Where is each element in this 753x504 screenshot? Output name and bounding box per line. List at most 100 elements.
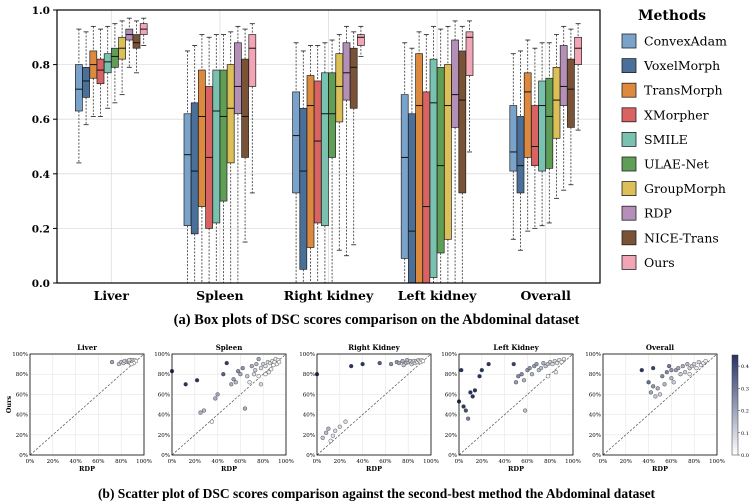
box-convexadam bbox=[75, 64, 83, 112]
x-tick-label: 60% bbox=[234, 459, 246, 465]
scatter-point bbox=[685, 362, 690, 367]
scatter-point bbox=[198, 410, 203, 415]
x-tick-label: 0% bbox=[26, 459, 35, 465]
panel-title: Right Kidney bbox=[348, 343, 400, 352]
legend-swatch bbox=[621, 107, 637, 123]
box-rdp bbox=[234, 42, 242, 115]
scatter-point bbox=[183, 382, 188, 387]
caption-b: (b) Scatter plot of DSC scores compariso… bbox=[97, 486, 656, 501]
scatter-panel: 0%0% 20% 20% 40% 40% 60% 60% 80% 80% 100% 100% Over… bbox=[585, 343, 725, 473]
y-tick-label: 20% bbox=[303, 433, 315, 439]
y-tick-label: 60% bbox=[589, 392, 601, 398]
legend-swatch bbox=[621, 156, 637, 172]
scatter-point bbox=[553, 370, 558, 375]
legend-swatch bbox=[621, 181, 637, 197]
scatter-point bbox=[233, 380, 238, 385]
scatter-point bbox=[671, 380, 676, 385]
diagonal-line bbox=[29, 353, 145, 456]
scatter-point bbox=[463, 408, 468, 413]
box-plot-panel: 0.0 0.2 0.4 0.6 0.8 1.0 Liver Spleen Right kidne… bbox=[32, 5, 601, 303]
legend-swatch bbox=[621, 254, 637, 270]
x-tick-label: 80% bbox=[544, 459, 556, 465]
box-xmorpher bbox=[422, 91, 431, 284]
scatter-point bbox=[561, 356, 566, 362]
scatter-point bbox=[245, 374, 250, 379]
y-tick-label: 100% bbox=[12, 352, 28, 358]
colorbar-tick-label: 0.4 bbox=[741, 364, 749, 370]
legend-label: NICE-Trans bbox=[644, 230, 719, 245]
scatter-point bbox=[550, 362, 555, 367]
x-tick-label: 20% bbox=[476, 459, 488, 465]
y-tick-label: 1.0 bbox=[32, 5, 50, 17]
y-tick-label: 100% bbox=[299, 352, 315, 358]
y-tick-label: 80% bbox=[445, 372, 457, 378]
box-ulae-net bbox=[436, 66, 445, 254]
scatter-point bbox=[459, 368, 464, 373]
legend-swatch bbox=[621, 33, 637, 49]
x-tick-label: 20% bbox=[334, 459, 346, 465]
y-tick-label: 20% bbox=[16, 433, 28, 439]
scatter-point bbox=[529, 372, 535, 377]
diagonal-line bbox=[458, 353, 574, 456]
box-smile bbox=[538, 80, 546, 172]
scatter-point bbox=[396, 360, 402, 366]
box-nice-trans bbox=[132, 34, 141, 49]
scatter-point bbox=[127, 357, 132, 363]
box-groupmorph bbox=[552, 66, 561, 139]
x-tick-label: 100% bbox=[278, 459, 294, 465]
scatter-point bbox=[129, 362, 134, 367]
y-tick-label: 0.0 bbox=[32, 278, 50, 290]
box-rdp bbox=[451, 39, 459, 128]
scatter-point bbox=[651, 366, 656, 371]
scatter-point bbox=[254, 362, 259, 367]
scatter-panel: 0%0% 20% 20% 40% 40% 60% 60% 80% 80% 100% 100% Righ… bbox=[299, 343, 439, 473]
x-axis-label: RDP bbox=[79, 465, 95, 473]
box-transmorph bbox=[415, 53, 423, 284]
box-nice-trans bbox=[349, 47, 358, 109]
scatter-point bbox=[277, 359, 282, 365]
scatter-point bbox=[320, 435, 325, 440]
panel-frame bbox=[171, 353, 287, 456]
y-tick-label: 80% bbox=[589, 372, 601, 378]
x-tick-label: 80% bbox=[402, 459, 414, 465]
y-tick-label: 60% bbox=[16, 392, 28, 398]
box-smile bbox=[212, 69, 221, 224]
box-ulae-net bbox=[328, 72, 336, 158]
scatter-point bbox=[401, 363, 406, 368]
scatter-panel: 0%0% 20% 20% 40% 40% 60% 60% 80% 80% 100% 100% Live… bbox=[5, 343, 152, 473]
colorbar-tick-label: 0.0 bbox=[741, 453, 749, 459]
x-tick-label: 100% bbox=[136, 459, 152, 465]
x-tick-label: 20% bbox=[47, 459, 59, 465]
scatter-point bbox=[486, 362, 491, 367]
y-tick-label: 80% bbox=[158, 372, 170, 378]
scatter-panel: 0%0% 20% 20% 40% 40% 60% 60% 80% 80% 100% 100% Left… bbox=[441, 343, 581, 473]
box-transmorph bbox=[306, 75, 315, 248]
diagonal-line bbox=[602, 353, 718, 456]
box-nice-trans bbox=[458, 50, 467, 194]
x-tick-label: 60% bbox=[665, 459, 677, 465]
box-voxelmorph bbox=[299, 107, 308, 270]
scatter-point bbox=[676, 366, 681, 371]
box-ours bbox=[357, 34, 365, 46]
box-smile bbox=[321, 72, 329, 227]
x-tick-label: 0% bbox=[599, 459, 608, 465]
scatter-point bbox=[664, 370, 669, 375]
scatter-point bbox=[669, 376, 674, 381]
legend-label: ULAE-Net bbox=[644, 157, 709, 172]
y-tick-label: 40% bbox=[16, 413, 28, 419]
box-rdp bbox=[342, 42, 351, 101]
panel-title: Liver bbox=[77, 343, 97, 352]
scatter-point bbox=[468, 390, 473, 395]
scatter-point bbox=[229, 382, 234, 387]
box-voxelmorph bbox=[516, 116, 525, 194]
scatter-point bbox=[559, 359, 564, 365]
scatter-point bbox=[648, 390, 653, 395]
y-tick-label: 0% bbox=[448, 453, 457, 459]
scatter-point bbox=[404, 357, 410, 363]
box-groupmorph bbox=[335, 53, 344, 123]
scatter-point bbox=[657, 392, 663, 397]
y-tick-label: 0.4 bbox=[32, 169, 50, 181]
legend-swatch bbox=[621, 58, 637, 73]
scatter-point bbox=[667, 364, 672, 369]
legend: Methods ConvexAdam VoxelMorph TransMorph XMo… bbox=[621, 8, 727, 270]
